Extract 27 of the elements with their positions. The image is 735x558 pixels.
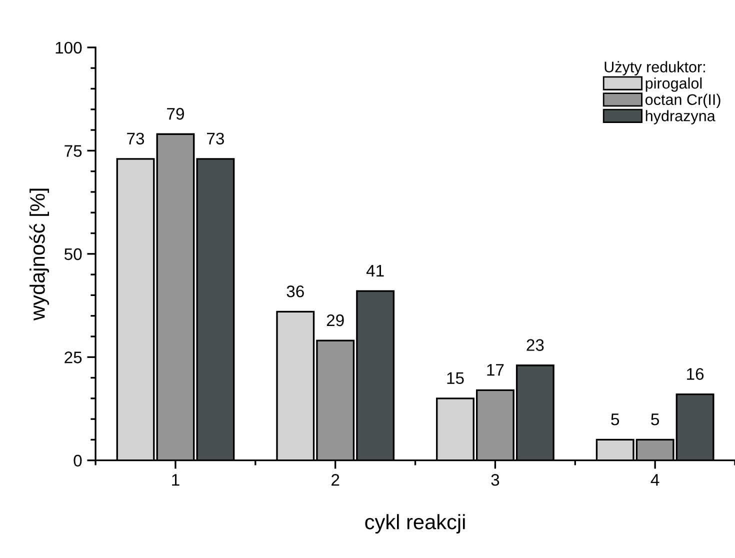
data-label: 17 (487, 364, 504, 376)
y-tick-label: 0 (74, 454, 82, 467)
y-tick-label: 25 (64, 352, 82, 364)
x-tick-label: 1 (172, 474, 180, 486)
y-tick-label: 100 (56, 42, 82, 54)
data-label: 79 (167, 108, 184, 120)
data-label: 73 (127, 132, 144, 145)
x-tick-label: 4 (650, 474, 660, 486)
data-label: 15 (447, 372, 464, 384)
data-label: 5 (651, 414, 660, 426)
x-tick-label: 3 (491, 474, 500, 486)
data-label: 5 (611, 414, 620, 426)
y-tick-label: 50 (64, 248, 82, 260)
data-label: 16 (687, 368, 704, 380)
y-axis-title: wydajność [%] (29, 188, 49, 320)
data-label: 41 (366, 265, 384, 276)
data-label: 36 (286, 285, 304, 298)
legend-label: octan Cr(II) (645, 94, 720, 108)
legend-title: Użyty reduktor: (604, 61, 705, 76)
data-label: 73 (207, 132, 224, 145)
x-axis-title: cykl reakcji (365, 514, 465, 534)
y-tick-label: 75 (64, 145, 82, 157)
legend-label: hydrazyna (646, 110, 716, 124)
legend-label: pirogalol (646, 77, 702, 92)
data-label: 29 (326, 314, 344, 326)
data-label: 23 (526, 339, 544, 351)
x-tick-label: 2 (332, 474, 340, 486)
